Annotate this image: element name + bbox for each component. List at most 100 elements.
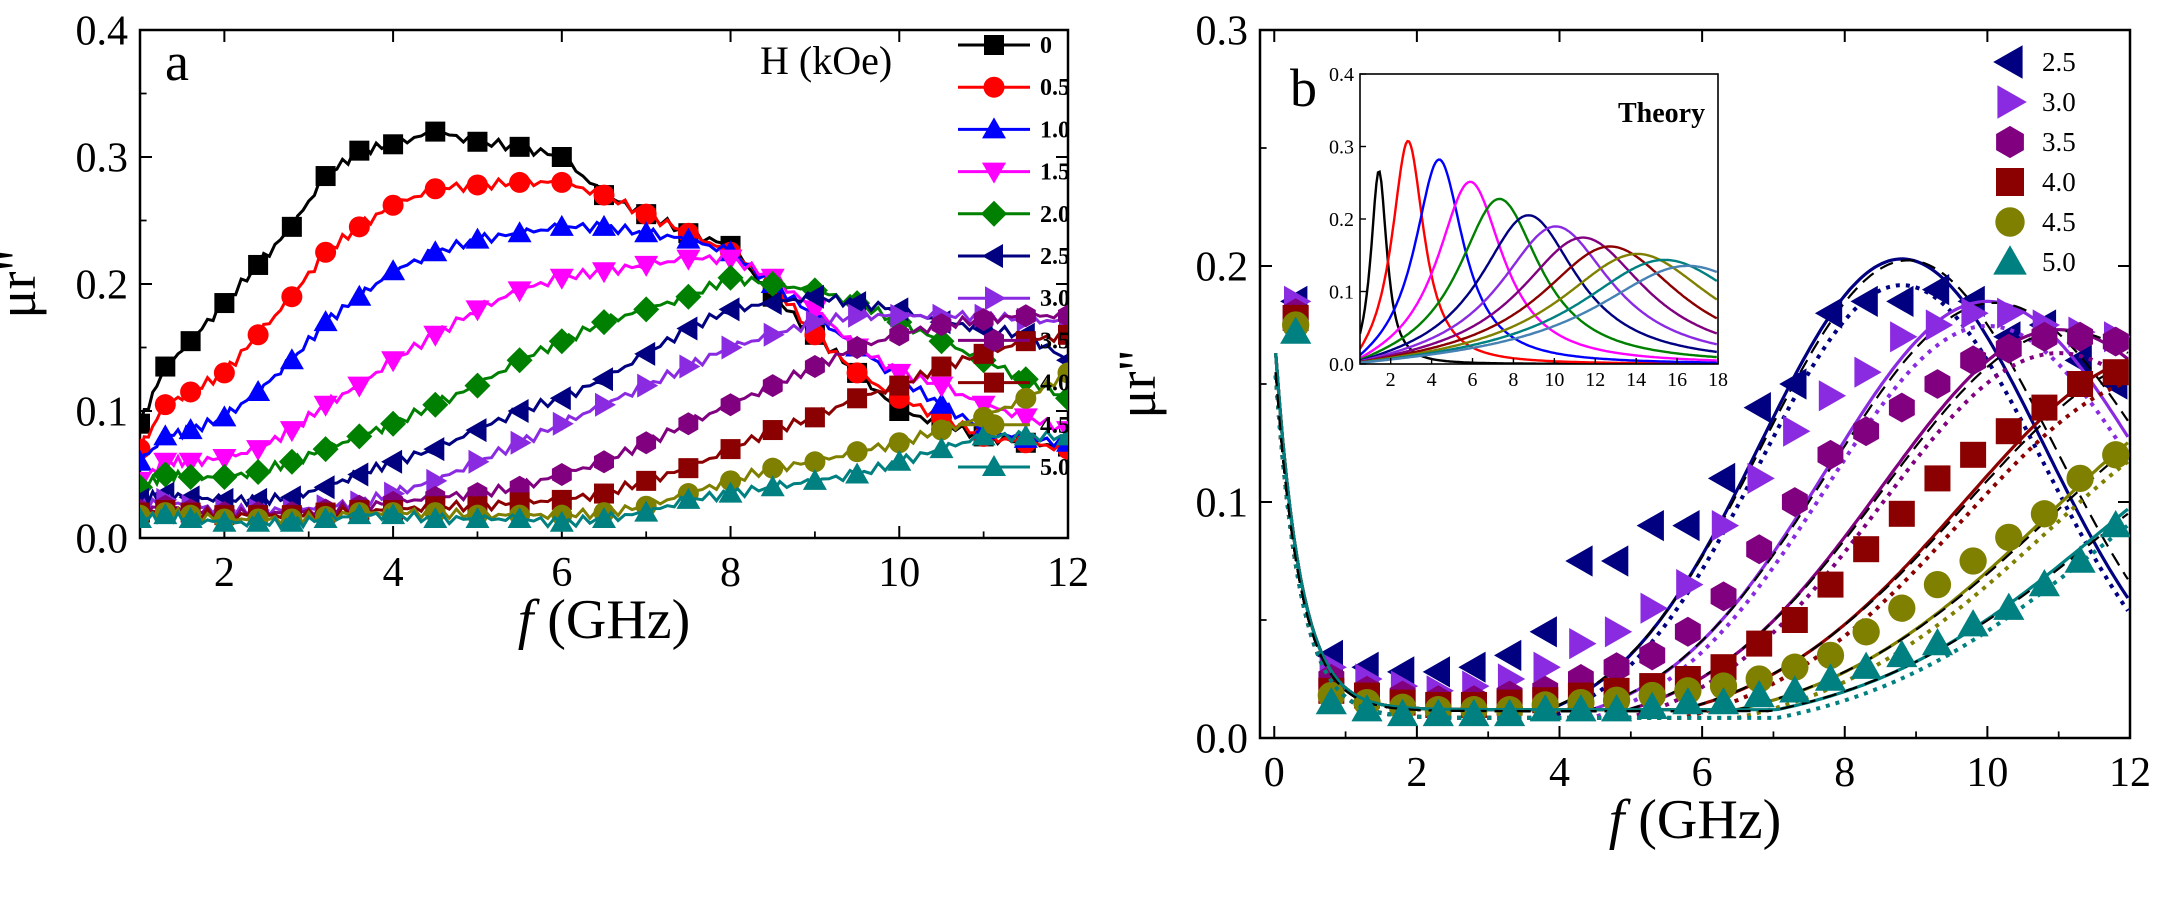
legend-marker bbox=[984, 35, 1004, 55]
data-point bbox=[676, 487, 701, 509]
data-point bbox=[549, 510, 574, 532]
data-point bbox=[1012, 366, 1039, 393]
data-point bbox=[1817, 571, 1844, 598]
data-point bbox=[1817, 439, 1844, 470]
series-4.0 bbox=[1273, 304, 2129, 720]
legend-marker bbox=[983, 414, 1005, 436]
data-point bbox=[140, 507, 152, 528]
series-1.5 bbox=[140, 249, 1068, 493]
data-point bbox=[2067, 321, 2093, 352]
data-point bbox=[425, 121, 446, 142]
data-point bbox=[1387, 698, 1419, 727]
data-point bbox=[847, 336, 868, 359]
data-point bbox=[315, 241, 337, 263]
data-point bbox=[718, 481, 743, 503]
inset-curve bbox=[1360, 258, 1718, 364]
data-point bbox=[1816, 641, 1845, 670]
inset-y-tick-label: 0.2 bbox=[1329, 209, 1354, 231]
series-line bbox=[140, 220, 1068, 468]
data-point bbox=[929, 376, 954, 398]
series-4.5 bbox=[1273, 311, 2130, 724]
legend-marker bbox=[1996, 125, 2024, 159]
x-tick-label: 2 bbox=[214, 550, 235, 596]
data-point bbox=[1925, 309, 1954, 341]
data-point bbox=[1890, 321, 1918, 353]
data-point bbox=[889, 323, 910, 347]
fit-dotted-line bbox=[1273, 375, 2130, 720]
inset-y-tick-label: 0.0 bbox=[1329, 354, 1354, 376]
inset-y-tick-label: 0.3 bbox=[1329, 137, 1354, 159]
data-point bbox=[1057, 362, 1068, 384]
data-point bbox=[678, 458, 699, 479]
data-point bbox=[2030, 500, 2059, 528]
data-point bbox=[635, 203, 657, 225]
inset-curve bbox=[1360, 180, 1717, 362]
data-point bbox=[381, 503, 406, 525]
x-axis-title: f (GHz) bbox=[518, 589, 691, 651]
data-point bbox=[1707, 687, 1740, 715]
data-point bbox=[1529, 694, 1561, 722]
legend-marker bbox=[984, 372, 1004, 393]
data-point bbox=[717, 264, 744, 291]
data-point bbox=[1639, 640, 1666, 671]
data-point bbox=[1995, 523, 2023, 552]
data-point bbox=[804, 407, 825, 428]
inset-x-tick-label: 12 bbox=[1585, 369, 1605, 391]
panel-label: a bbox=[165, 32, 189, 92]
data-point bbox=[760, 291, 782, 316]
legend-label: 5.0 bbox=[2042, 247, 2076, 277]
data-point bbox=[633, 296, 660, 323]
data-point bbox=[1636, 691, 1668, 719]
data-point bbox=[248, 254, 269, 275]
data-point bbox=[1814, 297, 1843, 329]
data-point bbox=[762, 374, 783, 398]
data-point bbox=[551, 171, 573, 193]
data-point bbox=[1565, 545, 1593, 577]
x-tick-label: 8 bbox=[720, 550, 741, 596]
data-point bbox=[2100, 510, 2130, 538]
data-point bbox=[551, 463, 572, 486]
data-point bbox=[1280, 316, 1312, 344]
data-point bbox=[468, 449, 490, 474]
data-point bbox=[549, 214, 574, 236]
data-point bbox=[140, 449, 152, 471]
legend-marker bbox=[1995, 207, 2025, 237]
data-point bbox=[423, 437, 445, 462]
data-point bbox=[763, 322, 785, 347]
data-point bbox=[845, 291, 867, 316]
data-point bbox=[2102, 326, 2129, 357]
data-point bbox=[1494, 639, 1522, 671]
data-point bbox=[1743, 679, 1775, 708]
inset-curve bbox=[1360, 158, 1717, 364]
data-point bbox=[1993, 592, 2025, 620]
data-point bbox=[1853, 416, 1880, 447]
y-axis-title: μr" bbox=[1107, 350, 1167, 419]
plot-area-b bbox=[1273, 257, 2130, 727]
legend-marker bbox=[981, 200, 1007, 227]
data-point bbox=[889, 375, 910, 396]
data-point bbox=[1058, 304, 1068, 328]
data-point bbox=[1604, 616, 1633, 648]
data-point bbox=[679, 354, 701, 379]
legend-marker bbox=[982, 455, 1006, 476]
data-point bbox=[246, 440, 271, 462]
legend-label: 4.5 bbox=[2042, 207, 2076, 237]
data-point bbox=[549, 386, 571, 411]
inset-title: Theory bbox=[1618, 98, 1705, 129]
legend-marker bbox=[982, 244, 1003, 268]
data-point bbox=[973, 308, 994, 332]
data-point bbox=[1674, 616, 1701, 647]
inset-x-tick-label: 4 bbox=[1427, 369, 1437, 391]
data-point bbox=[140, 413, 150, 434]
data-point bbox=[1814, 663, 1847, 691]
data-point bbox=[1565, 694, 1597, 722]
data-point bbox=[1387, 656, 1415, 688]
panel-label: b bbox=[1290, 58, 1317, 118]
data-point bbox=[1783, 415, 1811, 447]
data-point bbox=[466, 174, 488, 196]
inset-curve bbox=[1360, 197, 1717, 361]
legend-label: 3.0 bbox=[1040, 286, 1070, 312]
data-point bbox=[890, 303, 912, 328]
data-point bbox=[1886, 639, 1918, 668]
data-point bbox=[281, 216, 302, 237]
